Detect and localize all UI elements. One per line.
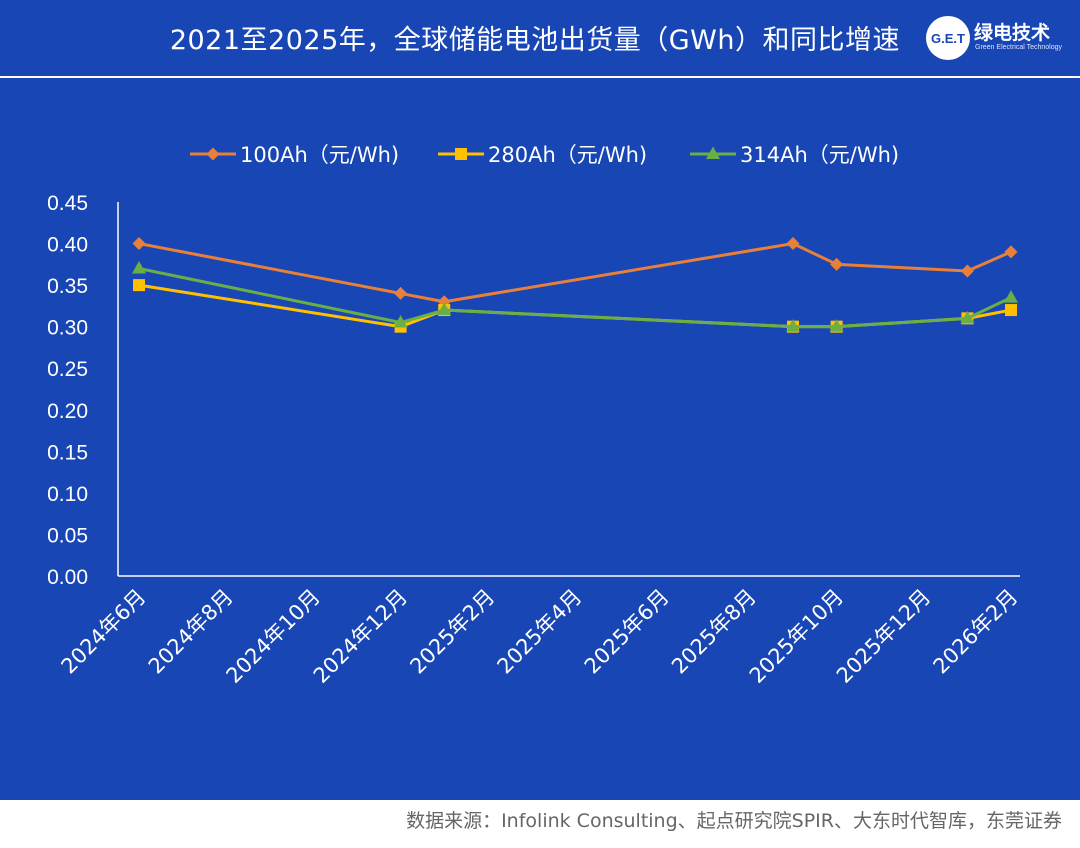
data-point-square: [455, 148, 467, 160]
data-point-triangle: [393, 315, 408, 328]
legend-label: 100Ah（元/Wh): [240, 143, 399, 167]
data-point-diamond: [830, 257, 844, 271]
series-line: [138, 242, 1012, 304]
data-point-triangle: [706, 146, 720, 159]
x-tick-label: 2025年2月: [405, 585, 499, 679]
data-point-diamond: [394, 286, 408, 300]
legend-item: 280Ah（元/Wh): [438, 143, 647, 167]
y-tick-label: 0.00: [47, 566, 88, 589]
logo-chinese-name: 绿电技术: [974, 22, 1051, 44]
y-tick-label: 0.30: [47, 317, 88, 340]
x-tick-label: 2025年8月: [667, 585, 761, 679]
data-point-diamond: [132, 237, 146, 251]
header-bar: 2021至2025年，全球储能电池出货量（GWh）和同比增速 G.E.T 绿电技…: [0, 0, 1080, 78]
x-tick-label: 2026年2月: [929, 585, 1023, 679]
y-tick-label: 0.45: [47, 192, 88, 215]
data-point-diamond: [960, 264, 974, 278]
logo-english-name: Green Electrical Technology: [975, 44, 1063, 51]
y-tick-label: 0.20: [47, 400, 88, 423]
series-diamond: [132, 237, 1018, 309]
data-point-triangle: [132, 260, 146, 274]
data-point-triangle: [829, 319, 844, 332]
series-triangle: [132, 260, 1018, 332]
legend-label: 314Ah（元/Wh): [740, 143, 899, 167]
y-tick-label: 0.25: [47, 358, 88, 381]
x-tick-label: 2025年4月: [493, 585, 587, 679]
series-line: [138, 267, 1012, 329]
data-point-triangle: [1004, 290, 1018, 303]
data-point-diamond: [206, 147, 220, 161]
data-point-triangle: [786, 319, 800, 332]
x-tick-label: 2024年6月: [57, 585, 151, 679]
line-chart: 100Ah（元/Wh) 280Ah（元/Wh) 314Ah（元/Wh) 0.00 0.…: [47, 143, 1023, 688]
legend-item: 314Ah（元/Wh): [690, 143, 899, 167]
data-point-square: [1005, 304, 1017, 317]
x-tick-label: 2025年6月: [580, 585, 674, 679]
chart-series: [132, 237, 1018, 333]
chart-legend: 100Ah（元/Wh) 280Ah（元/Wh) 314Ah（元/Wh): [190, 143, 899, 167]
y-tick-label: 0.40: [47, 234, 88, 257]
data-point-triangle: [437, 302, 452, 316]
chart-title: 2021至2025年，全球储能电池出货量（GWh）和同比增速: [169, 25, 900, 56]
x-tick-label: 2024年8月: [144, 585, 238, 679]
x-tick-label: 2025年12月: [832, 585, 935, 688]
series-line: [138, 283, 1012, 329]
logo-mark-icon: G.E.T: [926, 16, 970, 60]
brand-logo: G.E.T 绿电技术 Green Electrical Technology: [926, 16, 1072, 62]
data-point-diamond: [1004, 245, 1018, 259]
y-tick-label: 0.15: [47, 441, 88, 464]
y-tick-label: 0.10: [47, 483, 88, 506]
data-point-square: [133, 279, 145, 292]
y-tick-label: 0.35: [47, 275, 88, 298]
data-point-triangle: [960, 310, 975, 324]
data-source-note: 数据来源：Infolink Consulting、起点研究院SPIR、大东时代智…: [406, 810, 1062, 832]
x-tick-label: 2024年12月: [309, 585, 412, 688]
data-point-diamond: [786, 237, 800, 251]
legend-item: 100Ah（元/Wh): [190, 143, 399, 167]
legend-label: 280Ah（元/Wh): [488, 143, 647, 167]
y-tick-label: 0.05: [47, 524, 88, 547]
chart-frame: [0, 0, 1080, 800]
